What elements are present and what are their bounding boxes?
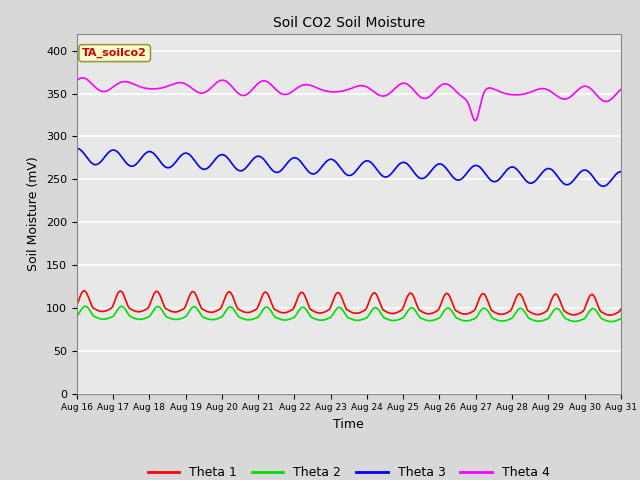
Theta 1	[498, 312, 506, 317]
Theta 2	[508, 316, 515, 322]
Theta 1	[313, 310, 321, 315]
Theta 4	[472, 118, 479, 123]
Theta 1	[508, 307, 515, 312]
Theta 3	[312, 170, 320, 176]
Theta 3	[497, 174, 505, 180]
Theta 3	[447, 171, 454, 177]
Theta 2	[617, 316, 625, 322]
Theta 3	[617, 169, 625, 175]
X-axis label: Time: Time	[333, 418, 364, 431]
Theta 2	[129, 315, 137, 321]
Theta 1	[294, 296, 301, 302]
Theta 1	[129, 307, 137, 313]
Title: Soil CO2 Soil Moisture: Soil CO2 Soil Moisture	[273, 16, 425, 30]
Line: Theta 1: Theta 1	[77, 291, 621, 315]
Theta 2	[313, 317, 321, 323]
Y-axis label: Soil Moisture (mV): Soil Moisture (mV)	[28, 156, 40, 271]
Theta 4	[313, 85, 321, 91]
Theta 4	[79, 75, 86, 81]
Theta 3	[73, 145, 81, 151]
Theta 4	[73, 77, 81, 83]
Line: Theta 3: Theta 3	[77, 148, 621, 186]
Theta 4	[508, 92, 516, 97]
Theta 1	[606, 312, 614, 318]
Theta 4	[129, 81, 137, 86]
Legend: Theta 1, Theta 2, Theta 3, Theta 4: Theta 1, Theta 2, Theta 3, Theta 4	[143, 461, 554, 480]
Theta 4	[447, 84, 455, 89]
Theta 1	[617, 306, 625, 312]
Theta 3	[129, 163, 136, 169]
Theta 1	[73, 302, 81, 308]
Theta 1	[80, 288, 88, 294]
Theta 3	[293, 156, 301, 161]
Theta 2	[498, 318, 506, 324]
Theta 4	[499, 90, 506, 96]
Line: Theta 2: Theta 2	[77, 306, 621, 322]
Theta 2	[294, 310, 301, 316]
Line: Theta 4: Theta 4	[77, 78, 621, 120]
Theta 4	[294, 85, 301, 91]
Theta 3	[600, 183, 607, 189]
Theta 4	[617, 86, 625, 92]
Theta 2	[82, 303, 90, 309]
Theta 2	[73, 313, 81, 319]
Text: TA_soilco2: TA_soilco2	[82, 48, 147, 58]
Theta 2	[447, 307, 455, 313]
Theta 3	[507, 164, 515, 170]
Theta 2	[607, 319, 615, 324]
Theta 1	[447, 296, 455, 302]
